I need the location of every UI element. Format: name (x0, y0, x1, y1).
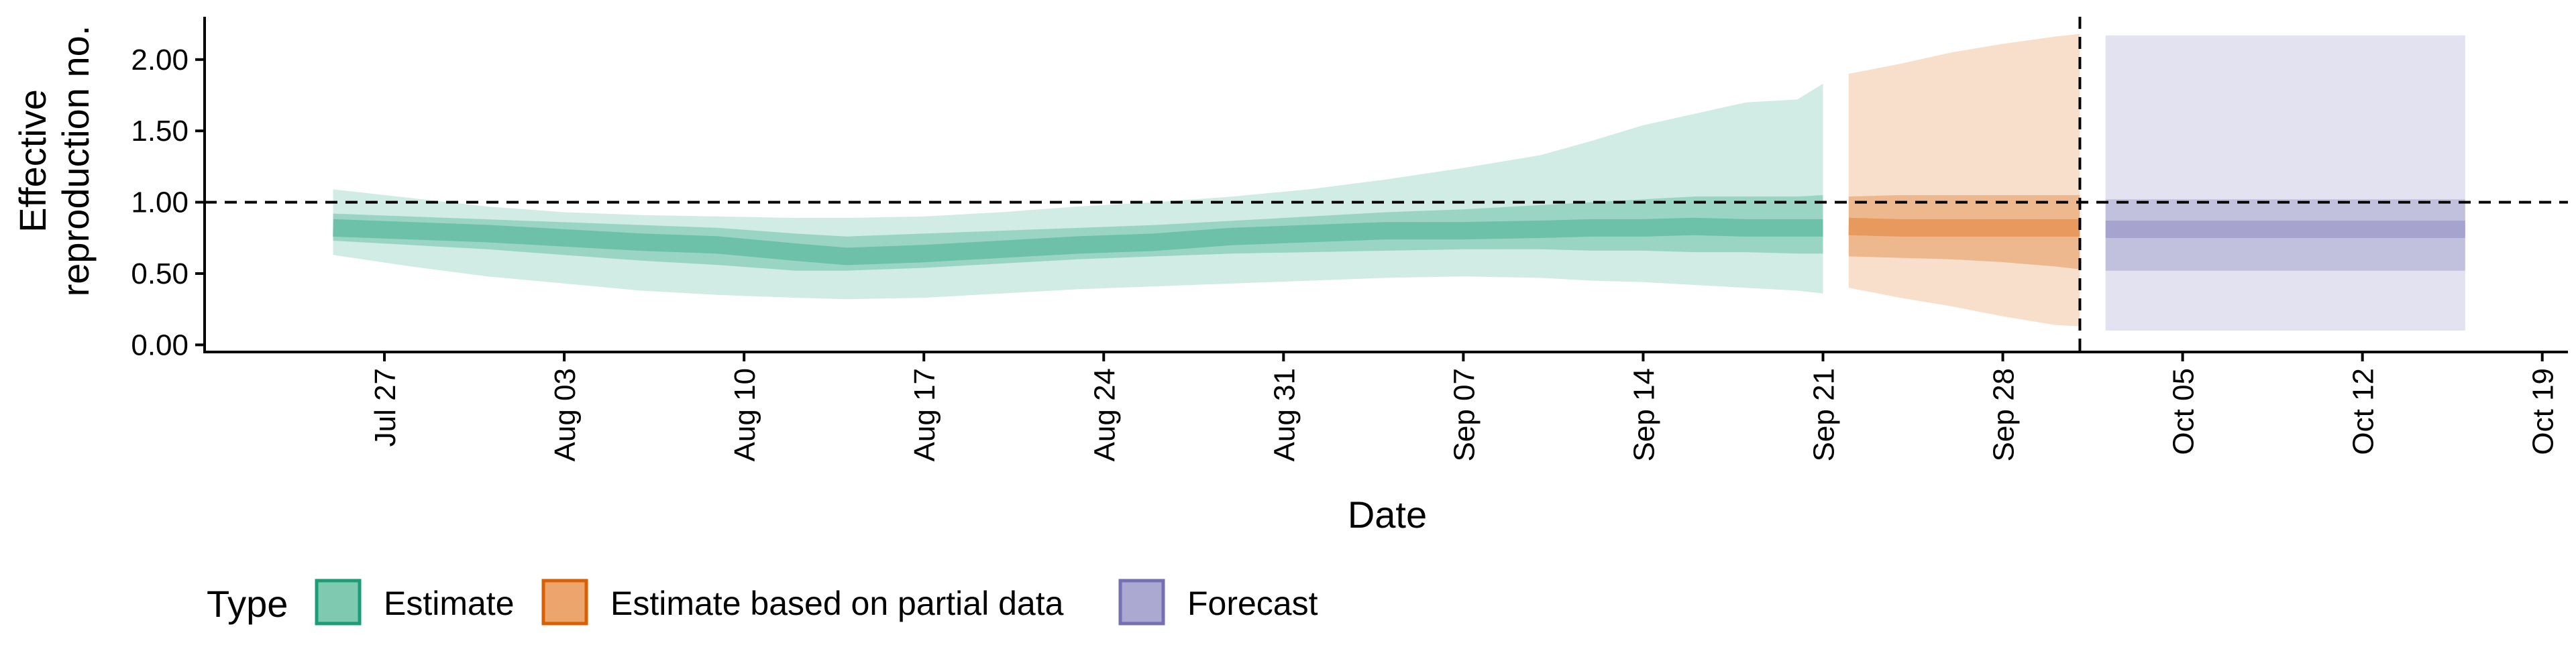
x-tick-label: Jul 27 (369, 368, 402, 447)
x-tick-label: Sep 07 (1448, 368, 1481, 461)
x-axis-title: Date (1348, 493, 1427, 536)
estimate-based-on-partial-data-90-interval-band (1848, 34, 2080, 327)
y-tick-label: 1.50 (131, 115, 189, 148)
y-axis-title-line-1: Effective (11, 89, 54, 233)
legend-key-estimate (315, 579, 362, 626)
estimate-50-interval-band (333, 195, 1823, 271)
estimate-median-line (333, 217, 1823, 266)
legend-title: Type (207, 583, 288, 625)
y-tick-label: 0.00 (131, 329, 189, 361)
y-tick-label: 0.50 (131, 257, 189, 290)
y-tick-label: 2.00 (131, 44, 189, 76)
legend-label-forecast: Forecast (1187, 585, 1318, 622)
x-tick-label: Aug 31 (1268, 368, 1301, 461)
ribbon-layer (333, 34, 2465, 331)
legend-key-forecast (1118, 579, 1165, 626)
legend-label-estimate-based-on-partial-data: Estimate based on partial data (610, 585, 1064, 622)
estimate-based-on-partial-data-median-line (1848, 217, 2080, 237)
legend: Type Estimate Estimate based on partial d… (207, 579, 1318, 626)
x-tick-label: Sep 28 (1988, 368, 2021, 461)
reference-line-layer (205, 17, 2568, 352)
median-layer (333, 217, 2465, 266)
axes-layer (203, 17, 2568, 353)
x-tick-label: Oct 05 (2167, 368, 2200, 455)
x-tick-label: Oct 19 (2527, 368, 2560, 455)
y-tick-label: 1.00 (131, 186, 189, 219)
x-tick-label: Aug 17 (908, 368, 941, 461)
forecast-90-interval-band (2105, 35, 2465, 331)
estimate-90-interval-band (333, 84, 1823, 300)
legend-key-estimate-based-on-partial-data (541, 579, 588, 626)
forecast-50-interval-band (2105, 199, 2465, 271)
x-tick-label: Aug 10 (729, 368, 761, 461)
x-tick-label: Aug 03 (549, 368, 582, 461)
y-tick-layer: 0.00 0.50 1.00 1.50 2.00 (131, 44, 205, 361)
x-tick-label: Oct 12 (2347, 368, 2380, 455)
x-tick-label: Sep 14 (1627, 368, 1660, 461)
legend-label-estimate: Estimate (384, 585, 515, 622)
y-axis-title-line-2: reproduction no. (54, 25, 97, 297)
x-tick-layer: Jul 27 Aug 03 Aug 10 Aug 17 Aug 24 Aug 31 Sep … (369, 352, 2560, 461)
x-tick-label: Sep 21 (1808, 368, 1841, 461)
x-tick-label: Aug 24 (1088, 368, 1121, 461)
estimate-based-on-partial-data-50-interval-band (1848, 195, 2080, 270)
legend-entries: Estimate Estimate based on partial data Fo… (315, 579, 1318, 626)
